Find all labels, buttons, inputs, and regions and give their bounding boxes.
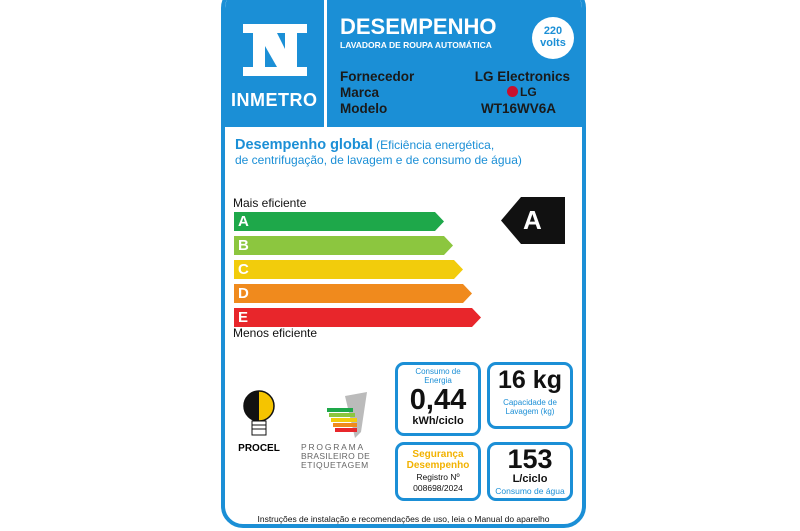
- safety-box: Segurança Desempenho Registro Nº 008698/…: [395, 442, 481, 501]
- efficiency-bar-d: D: [234, 284, 472, 303]
- footer-note: Instruções de instalação e recomendações…: [257, 514, 550, 524]
- label-title: DESEMPENHO: [340, 14, 497, 39]
- procel-logo: PROCEL: [235, 390, 283, 454]
- efficiency-bar-a: A: [234, 212, 444, 231]
- capacity-box: 16 kg Capacidade de Lavagem (kg): [487, 362, 573, 429]
- label-header: INMETRO DESEMPENHO LAVADORA DE ROUPA AUT…: [225, 0, 582, 127]
- pbe-logo: PROGRAMA BRASILEIRO DE ETIQUETAGEM: [301, 392, 379, 470]
- current-class-arrow: A: [501, 197, 565, 244]
- less-efficient-label: Menos eficiente: [233, 326, 318, 340]
- supplier-label: Fornecedor: [340, 69, 415, 84]
- efficiency-bar-e: E: [234, 308, 481, 327]
- water-consumption-box: 153 L/ciclo Consumo de água: [487, 442, 573, 501]
- supplier-value: LG Electronics: [474, 69, 570, 84]
- energy-label: INMETRO DESEMPENHO LAVADORA DE ROUPA AUT…: [221, 0, 586, 528]
- voltage-badge: 220 volts: [532, 17, 574, 59]
- inmetro-text: INMETRO: [231, 90, 318, 110]
- more-efficient-label: Mais eficiente: [233, 196, 307, 210]
- pbe-flag-icon: [327, 392, 367, 438]
- model-value: WT16WV6A: [481, 101, 557, 116]
- efficiency-bar-c: C: [234, 260, 463, 279]
- inmetro-logo: INMETRO: [225, 0, 327, 127]
- energy-consumption-box: Consumo de Energia 0,44 kWh/ciclo: [395, 362, 481, 436]
- inmetro-n-icon: [243, 24, 307, 76]
- brand-label: Marca: [340, 85, 380, 100]
- brand-value: LG: [507, 85, 537, 99]
- lg-logo-icon: [507, 86, 518, 97]
- model-label: Modelo: [340, 101, 388, 116]
- procel-bulb-icon: [243, 390, 275, 436]
- label-subtitle: LAVADORA DE ROUPA AUTOMÁTICA: [340, 40, 492, 50]
- efficiency-bar-b: B: [234, 236, 453, 255]
- rating-heading: Desempenho global (Eficiência energética…: [235, 137, 522, 168]
